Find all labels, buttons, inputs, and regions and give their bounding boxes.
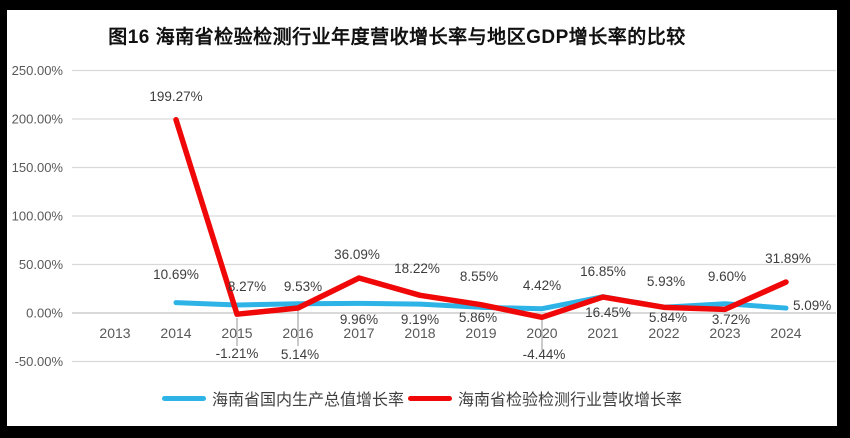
x-axis-category-label: 2013: [99, 325, 130, 341]
gdp-data-label: 4.42%: [523, 278, 561, 293]
industry-data-label: -1.21%: [216, 346, 259, 361]
industry-data-label: 5.14%: [281, 347, 319, 362]
x-axis-category-label: 2018: [404, 325, 435, 341]
frame-border-top: [0, 0, 850, 10]
x-axis-category-label: 2023: [709, 325, 740, 341]
gdp-data-label: 9.53%: [284, 279, 322, 294]
frame-border-right: [837, 0, 850, 438]
industry-data-label: 18.22%: [394, 261, 440, 276]
legend-item-gdp: 海南省国内生产总值增长率: [161, 386, 404, 410]
industry-revenue-line: [173, 116, 789, 321]
gdp-data-label: 5.86%: [459, 310, 497, 325]
x-axis-category-label: 2019: [465, 325, 496, 341]
y-axis-tick-label: 150.00%: [12, 160, 64, 175]
y-axis-tick-label: 100.00%: [12, 209, 64, 224]
y-axis-tick-label: 200.00%: [12, 112, 64, 127]
x-axis-category-label: 2021: [587, 325, 618, 341]
gdp-data-label: 5.93%: [647, 274, 685, 289]
legend-label-gdp: 海南省国内生产总值增长率: [211, 392, 404, 409]
y-axis-tick-label: 50.00%: [19, 257, 64, 272]
x-axis-category-label: 2022: [648, 325, 679, 341]
frame-border-left: [0, 0, 7, 438]
x-axis-category-label: 2014: [160, 325, 191, 341]
x-axis-category-label: 2024: [770, 325, 801, 341]
gdp-data-label: 9.96%: [340, 312, 378, 327]
gdp-data-label: 10.69%: [153, 267, 199, 282]
gdp-line-swatch-icon: [161, 395, 206, 401]
gdp-data-label: 16.85%: [580, 264, 626, 279]
gdp-data-label: 5.09%: [793, 298, 831, 313]
industry-data-label: 31.89%: [765, 251, 811, 266]
industry-line-swatch-icon: [408, 395, 452, 401]
legend-item-industry: 海南省检验检测行业营收增长率: [408, 386, 682, 410]
industry-data-label: 3.72%: [712, 312, 750, 327]
industry-data-label: 16.45%: [585, 305, 631, 320]
industry-data-label: -4.44%: [523, 347, 566, 362]
gdp-data-label: 9.19%: [401, 312, 439, 327]
y-axis-tick-label: 250.00%: [12, 63, 64, 78]
gdp-data-label: 9.60%: [708, 269, 746, 284]
frame-border-bottom: [0, 426, 850, 438]
x-axis-category-label: 2017: [343, 325, 374, 341]
y-axis-tick-label: 0.00%: [26, 306, 63, 321]
chart-legend: 海南省国内生产总值增长率 海南省检验检测行业营收增长率: [7, 386, 837, 410]
industry-data-label: 199.27%: [149, 89, 202, 104]
y-axis-tick-label: -50.00%: [15, 354, 64, 369]
industry-data-label: 36.09%: [334, 247, 380, 262]
industry-data-label: 8.55%: [460, 269, 498, 284]
legend-label-industry: 海南省检验检测行业营收增长率: [458, 392, 683, 409]
industry-data-label: 5.84%: [649, 310, 687, 325]
chart-title: 图16 海南省检验检测行业年度营收增长率与地区GDP增长率的比较: [108, 27, 686, 48]
gdp-data-label: 8.27%: [228, 279, 266, 294]
